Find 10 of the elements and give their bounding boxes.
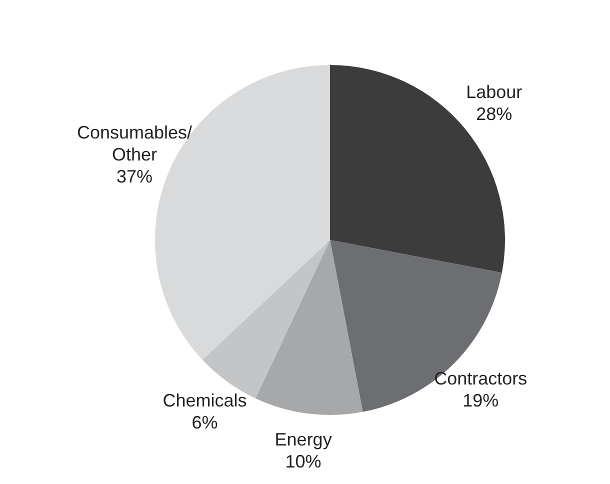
slice-label: Labour	[466, 82, 522, 102]
slice-label: Chemicals	[162, 390, 247, 410]
slice-label: Energy	[274, 429, 332, 450]
data-label: 19%	[462, 390, 499, 411]
slice-label: Consumables/ Other	[76, 122, 192, 164]
data-label: 28%	[476, 104, 512, 124]
data-label: 6%	[192, 412, 218, 432]
data-label: 37%	[116, 166, 153, 186]
data-label: 10%	[285, 451, 322, 472]
slice-label: Contractors	[434, 368, 528, 389]
